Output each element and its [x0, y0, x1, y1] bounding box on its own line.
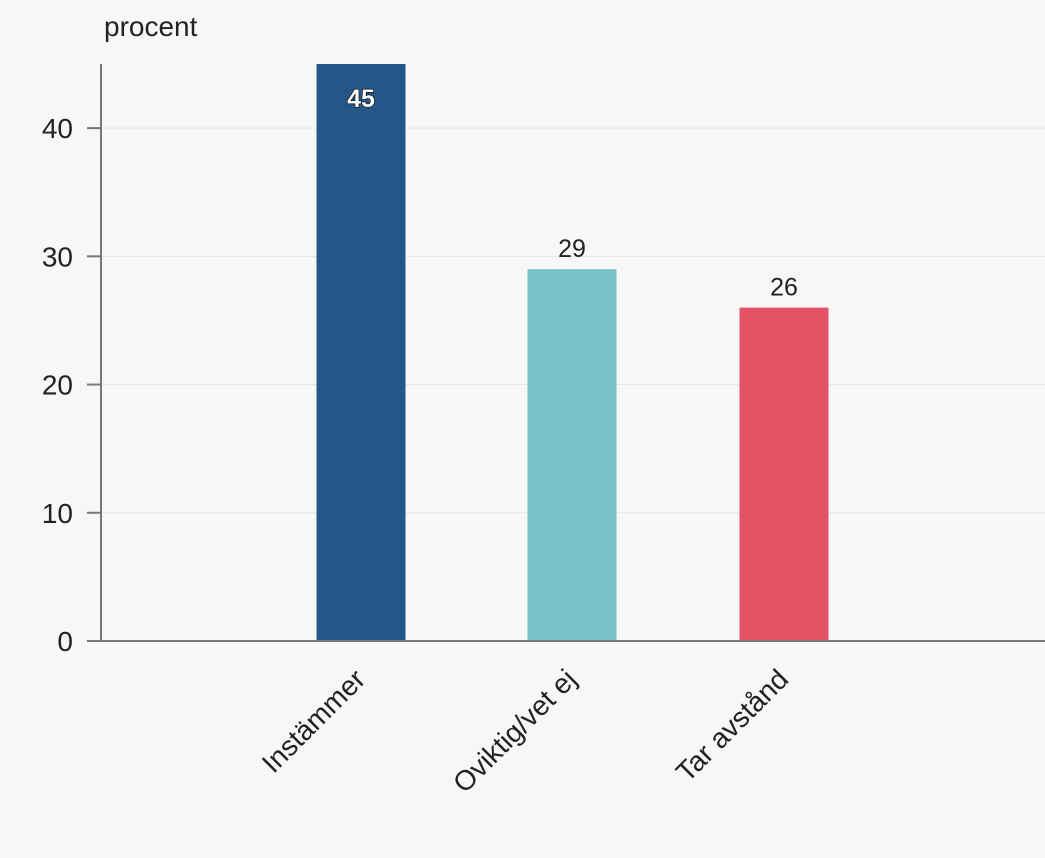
- axes: [87, 64, 1045, 642]
- bars: [316, 64, 829, 641]
- bar-1: [316, 64, 406, 641]
- y-tick-label-30: 30: [42, 241, 73, 272]
- category-label-3: Tar avstånd: [670, 663, 794, 787]
- y-axis-unit-label: procent: [104, 11, 198, 42]
- y-tick-label-40: 40: [42, 113, 73, 144]
- y-tick-label-10: 10: [42, 498, 73, 529]
- category-label-2: Oviktig/vet ej: [447, 663, 582, 798]
- y-ticks: 0 10 20 30 40: [42, 113, 101, 657]
- category-labels: Instämmer Oviktig/vet ej Tar avstånd: [256, 663, 794, 798]
- bar-3: [739, 307, 829, 641]
- data-labels: 45 29 26: [346, 84, 798, 302]
- data-label-3: 26: [770, 274, 798, 302]
- data-label-1: 45: [347, 85, 375, 113]
- category-label-1: Instämmer: [256, 663, 371, 778]
- bar-2: [527, 269, 617, 641]
- data-label-2: 29: [558, 235, 586, 263]
- y-tick-label-0: 0: [57, 626, 73, 657]
- y-tick-label-20: 20: [42, 370, 73, 401]
